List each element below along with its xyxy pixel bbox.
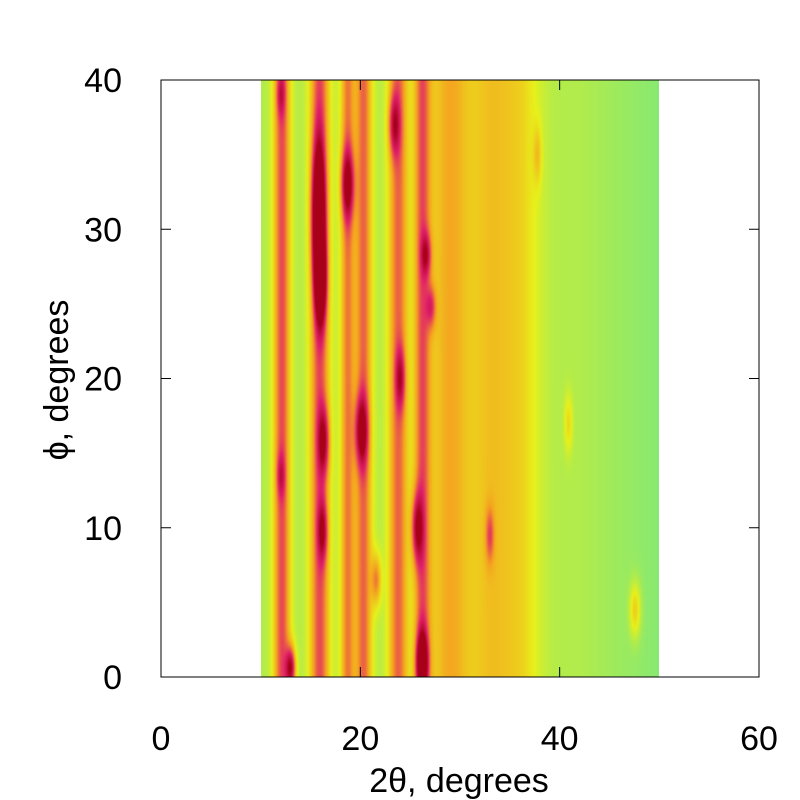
x-tick-label: 20 [341,720,379,758]
x-tick-label: 0 [152,720,171,758]
y-tick-label: 10 [84,510,122,548]
heatmap-layer [261,80,659,677]
y-axis-label: ϕ, degrees [38,300,76,461]
y-tick-label: 0 [103,659,122,697]
y-tick-label: 20 [84,361,122,399]
x-tick-label: 40 [541,720,579,758]
heatmap-raster [261,80,659,677]
x-axis-label: 2θ, degrees [369,762,549,800]
y-axis: 0 10 20 30 40 [84,62,759,697]
y-tick-label: 30 [84,211,122,249]
y-tick-label: 40 [84,62,122,100]
x-axis: 0 20 40 60 [152,80,778,758]
x-tick-label: 60 [740,720,778,758]
plot-area [160,79,760,678]
